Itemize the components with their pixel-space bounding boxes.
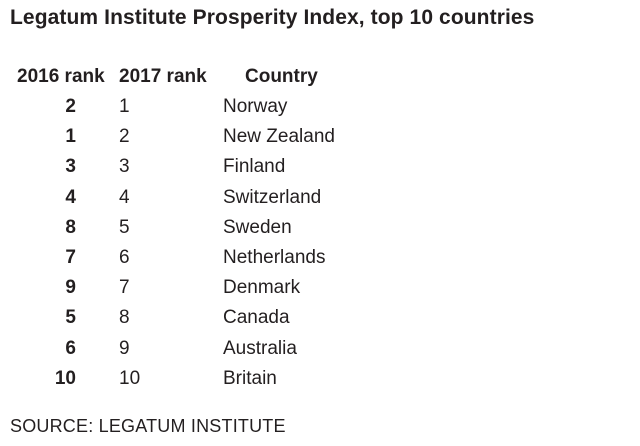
rank-2016-cell: 1 (65, 126, 76, 148)
rank-2017-cell: 9 (119, 337, 130, 359)
rank-2017-cell: 6 (119, 246, 130, 268)
table-body: 2 1 Norway 1 2 New Zealand 3 3 Finland 4 4 Switzerl… (0, 92, 640, 394)
rank-2016-cell: 3 (65, 156, 76, 178)
country-cell: Netherlands (223, 246, 326, 268)
country-cell: New Zealand (223, 126, 335, 148)
table-row: 6 9 Australia (0, 334, 640, 364)
country-cell: Australia (223, 337, 297, 359)
rank-2016-cell: 8 (65, 216, 76, 238)
rank-2017-cell: 8 (119, 307, 130, 329)
rank-2017-cell: 4 (119, 186, 130, 208)
table-row: 1 2 New Zealand (0, 122, 640, 152)
chart-title: Legatum Institute Prosperity Index, top … (10, 6, 535, 29)
ranking-table: 2016 rank 2017 rank Country 2 1 Norway 1 2 Ne… (0, 60, 640, 394)
table-row: 2 1 Norway (0, 92, 640, 122)
table-row: 7 6 Netherlands (0, 243, 640, 273)
header-2017-rank: 2017 rank (119, 66, 207, 87)
rank-2016-cell: 5 (65, 307, 76, 329)
country-cell: Britain (223, 367, 277, 389)
rank-2016-cell: 4 (65, 186, 76, 208)
table-row: 3 3 Finland (0, 152, 640, 182)
rank-2016-cell: 7 (65, 246, 76, 268)
table-row: 8 5 Sweden (0, 213, 640, 243)
country-cell: Denmark (223, 277, 301, 299)
country-cell: Canada (223, 307, 290, 329)
rank-2017-cell: 10 (119, 367, 141, 389)
country-cell: Switzerland (223, 186, 322, 208)
rank-2017-cell: 1 (119, 96, 130, 117)
table-row: 10 10 Britain (0, 364, 640, 394)
header-country: Country (245, 66, 318, 87)
rank-2016-cell: 10 (54, 367, 76, 389)
country-cell: Sweden (223, 216, 292, 238)
rank-2017-cell: 3 (119, 156, 130, 178)
rank-2016-cell: 6 (65, 337, 76, 359)
rank-2017-cell: 7 (119, 277, 130, 299)
header-2016-rank: 2016 rank (17, 66, 105, 87)
country-cell: Norway (223, 96, 288, 117)
table-row: 4 4 Switzerland (0, 183, 640, 213)
source-note: SOURCE: LEGATUM INSTITUTE (10, 416, 286, 436)
country-cell: Finland (223, 156, 286, 178)
rank-2017-cell: 2 (119, 126, 130, 148)
rank-2016-cell: 2 (65, 96, 76, 117)
rank-2016-cell: 9 (65, 277, 76, 299)
table-row: 5 8 Canada (0, 303, 640, 333)
table-row: 9 7 Denmark (0, 273, 640, 303)
rank-2017-cell: 5 (119, 216, 130, 238)
table-header: 2016 rank 2017 rank Country (0, 60, 640, 92)
